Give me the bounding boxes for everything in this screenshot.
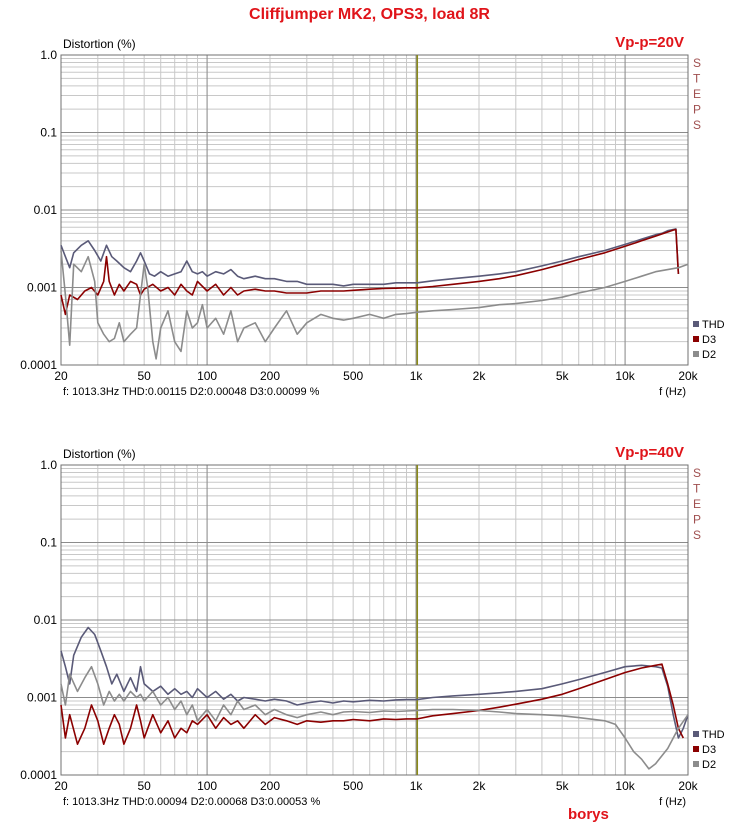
- x-tick-label: 20k: [678, 779, 698, 793]
- y-tick-label: 0.001: [27, 691, 57, 705]
- y-tick-label: 0.01: [34, 203, 58, 217]
- legend-label-thd: THD: [702, 729, 725, 741]
- y-tick-label: 0.0001: [20, 358, 57, 372]
- series-line-d2: [60, 665, 689, 770]
- series-line-thd: [60, 228, 680, 287]
- x-axis-label: f (Hz): [659, 386, 686, 398]
- steps-letter: S: [693, 466, 701, 480]
- voltage-annotation: Vp-p=20V: [615, 34, 684, 51]
- x-tick-label: 100: [197, 369, 217, 383]
- x-tick-label: 20: [54, 369, 68, 383]
- y-tick-label: 0.1: [40, 536, 57, 550]
- x-tick-label: 20: [54, 779, 68, 793]
- steps-letter: E: [693, 87, 701, 101]
- legend-label-d3: D3: [702, 744, 716, 756]
- x-tick-label: 2k: [473, 369, 487, 383]
- legend-swatch-d2: [693, 761, 699, 767]
- legend-swatch-d3: [693, 746, 699, 752]
- legend-swatch-thd: [693, 321, 699, 327]
- x-tick-label: 500: [343, 779, 363, 793]
- steps-letter: S: [693, 56, 701, 70]
- x-tick-label: 1k: [410, 779, 424, 793]
- series-line-d3: [60, 228, 680, 316]
- cursor-readout: f: 1013.3Hz THD:0.00094 D2:0.00068 D3:0.…: [63, 796, 320, 808]
- voltage-annotation: Vp-p=40V: [615, 444, 684, 461]
- plot-frame: [60, 464, 689, 776]
- x-tick-label: 5k: [556, 779, 570, 793]
- steps-letter: T: [693, 482, 701, 496]
- x-tick-label: 10k: [615, 779, 635, 793]
- author-label: borys: [568, 806, 609, 823]
- y-axis-label: Distortion (%): [63, 447, 136, 461]
- x-tick-label: 50: [137, 779, 151, 793]
- legend-swatch-d3: [693, 336, 699, 342]
- x-tick-label: 200: [260, 369, 280, 383]
- x-tick-label: 200: [260, 779, 280, 793]
- legend-swatch-thd: [693, 731, 699, 737]
- y-tick-label: 1.0: [40, 48, 57, 62]
- y-tick-label: 0.01: [34, 613, 58, 627]
- x-tick-label: 1k: [410, 369, 424, 383]
- plot-frame: [60, 54, 689, 366]
- x-tick-label: 20k: [678, 369, 698, 383]
- x-tick-label: 50: [137, 369, 151, 383]
- steps-letter: T: [693, 72, 701, 86]
- legend-label-thd: THD: [702, 319, 725, 331]
- x-tick-label: 2k: [473, 779, 487, 793]
- legend-label-d2: D2: [702, 349, 716, 361]
- x-tick-label: 100: [197, 779, 217, 793]
- legend-label-d3: D3: [702, 334, 716, 346]
- steps-letter: S: [693, 528, 701, 542]
- x-axis-label: f (Hz): [659, 796, 686, 808]
- series-line-d3: [60, 663, 685, 745]
- steps-letter: S: [693, 118, 701, 132]
- y-tick-label: 0.1: [40, 126, 57, 140]
- y-tick-label: 1.0: [40, 458, 57, 472]
- series-line-thd: [60, 626, 689, 739]
- steps-letter: P: [693, 103, 701, 117]
- legend-swatch-d2: [693, 351, 699, 357]
- legend-label-d2: D2: [702, 759, 716, 771]
- steps-letter: P: [693, 513, 701, 527]
- cursor-readout: f: 1013.3Hz THD:0.00115 D2:0.00048 D3:0.…: [63, 386, 320, 398]
- y-tick-label: 0.0001: [20, 768, 57, 782]
- x-tick-label: 10k: [615, 369, 635, 383]
- steps-letter: E: [693, 497, 701, 511]
- y-axis-label: Distortion (%): [63, 37, 136, 51]
- x-tick-label: 5k: [556, 369, 570, 383]
- series-line-d2: [60, 250, 689, 360]
- x-tick-label: 500: [343, 369, 363, 383]
- y-tick-label: 0.001: [27, 281, 57, 295]
- page-title: Cliffjumper MK2, OPS3, load 8R: [249, 6, 490, 23]
